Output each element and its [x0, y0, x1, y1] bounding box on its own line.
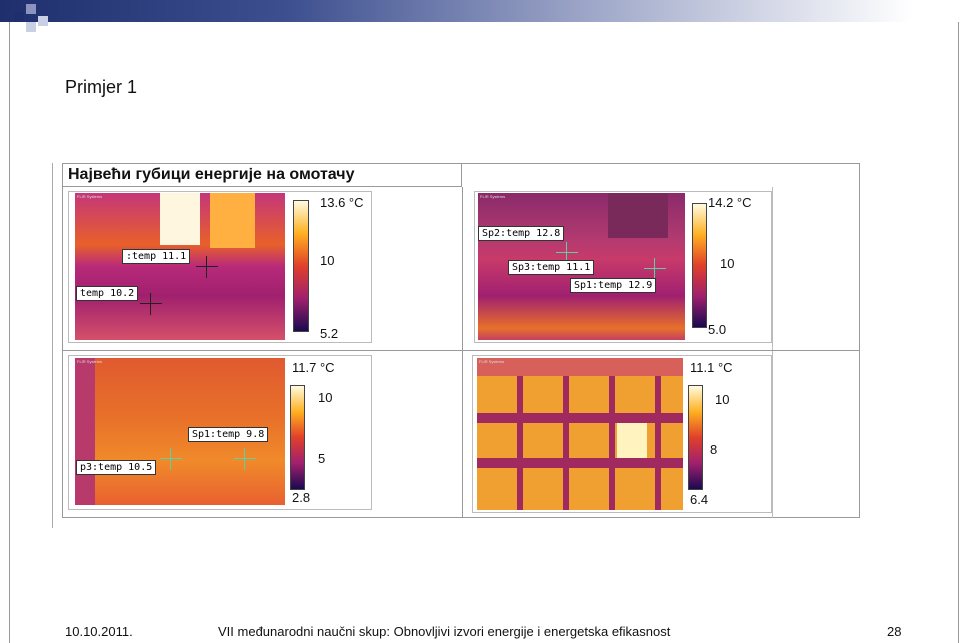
scale-label: 10	[320, 253, 334, 268]
scale-label: 5	[318, 451, 325, 466]
thermal-hotspot	[617, 423, 647, 458]
spot-marker	[196, 256, 218, 278]
spot-label: temp 10.2	[76, 286, 138, 301]
scale-label: 8	[710, 442, 717, 457]
thermal-image	[75, 193, 285, 340]
spot-label: Sp2:temp 12.8	[478, 226, 564, 241]
brand: FLIR Systems	[77, 359, 102, 364]
table-divider	[62, 350, 860, 351]
header-square	[26, 4, 36, 14]
color-bar	[290, 385, 305, 490]
thermal-window	[608, 193, 668, 238]
brand: FLIR Systems	[77, 194, 102, 199]
table-title: Највећи губици енергије на омотачу	[68, 166, 355, 184]
brand: FLIR Systems	[479, 359, 504, 364]
scale-label: 10	[318, 390, 332, 405]
slide: {"slide":{"title":"Primjer 1", "table":{…	[0, 0, 960, 643]
footer-date: 10.10.2011.	[65, 624, 133, 639]
scale-label: 5.2	[320, 326, 338, 341]
color-bar	[293, 200, 309, 332]
scale-label: 6.4	[690, 492, 708, 507]
scale-label: 13.6 °C	[320, 195, 364, 210]
scale-label: 10	[715, 392, 729, 407]
spot-marker	[160, 448, 182, 470]
spot-marker	[644, 258, 666, 280]
color-bar	[688, 385, 703, 490]
spot-marker	[140, 293, 162, 315]
table-divider	[772, 187, 773, 518]
scale-label: 2.8	[292, 490, 310, 505]
scale-label: 14.2 °C	[708, 195, 752, 210]
thermal-band	[477, 358, 683, 376]
footer-text: VII međunarodni naučni skup: Obnovljivi …	[218, 624, 670, 639]
header-square	[14, 12, 24, 22]
page-number: 28	[887, 624, 901, 639]
thermal-hotspot	[210, 193, 255, 248]
scale-label: 11.1 °C	[690, 360, 733, 375]
scale-label: 5.0	[708, 322, 726, 337]
brand: FLIR Systems	[480, 194, 505, 199]
spot-label: Sp3:temp 11.1	[508, 260, 594, 275]
thermal-edge	[75, 358, 95, 505]
header-bar	[0, 0, 960, 22]
spot-label: :temp 11.1	[122, 249, 190, 264]
thermal-band	[477, 413, 683, 423]
thermal-band	[477, 458, 683, 468]
spot-label: Sp1:temp 12.9	[570, 278, 656, 293]
spot-label: Sp1:temp 9.8	[188, 427, 268, 442]
scale-label: 11.7 °C	[292, 360, 335, 375]
scale-label: 10	[720, 256, 734, 271]
rule	[52, 163, 53, 528]
spot-marker	[234, 448, 256, 470]
thermal-hotspot	[160, 193, 200, 245]
table-divider	[462, 187, 463, 518]
color-bar	[692, 203, 707, 328]
spot-label: p3:temp 10.5	[76, 460, 156, 475]
slide-title: Primjer 1	[65, 77, 137, 98]
thermal-image	[477, 358, 683, 510]
